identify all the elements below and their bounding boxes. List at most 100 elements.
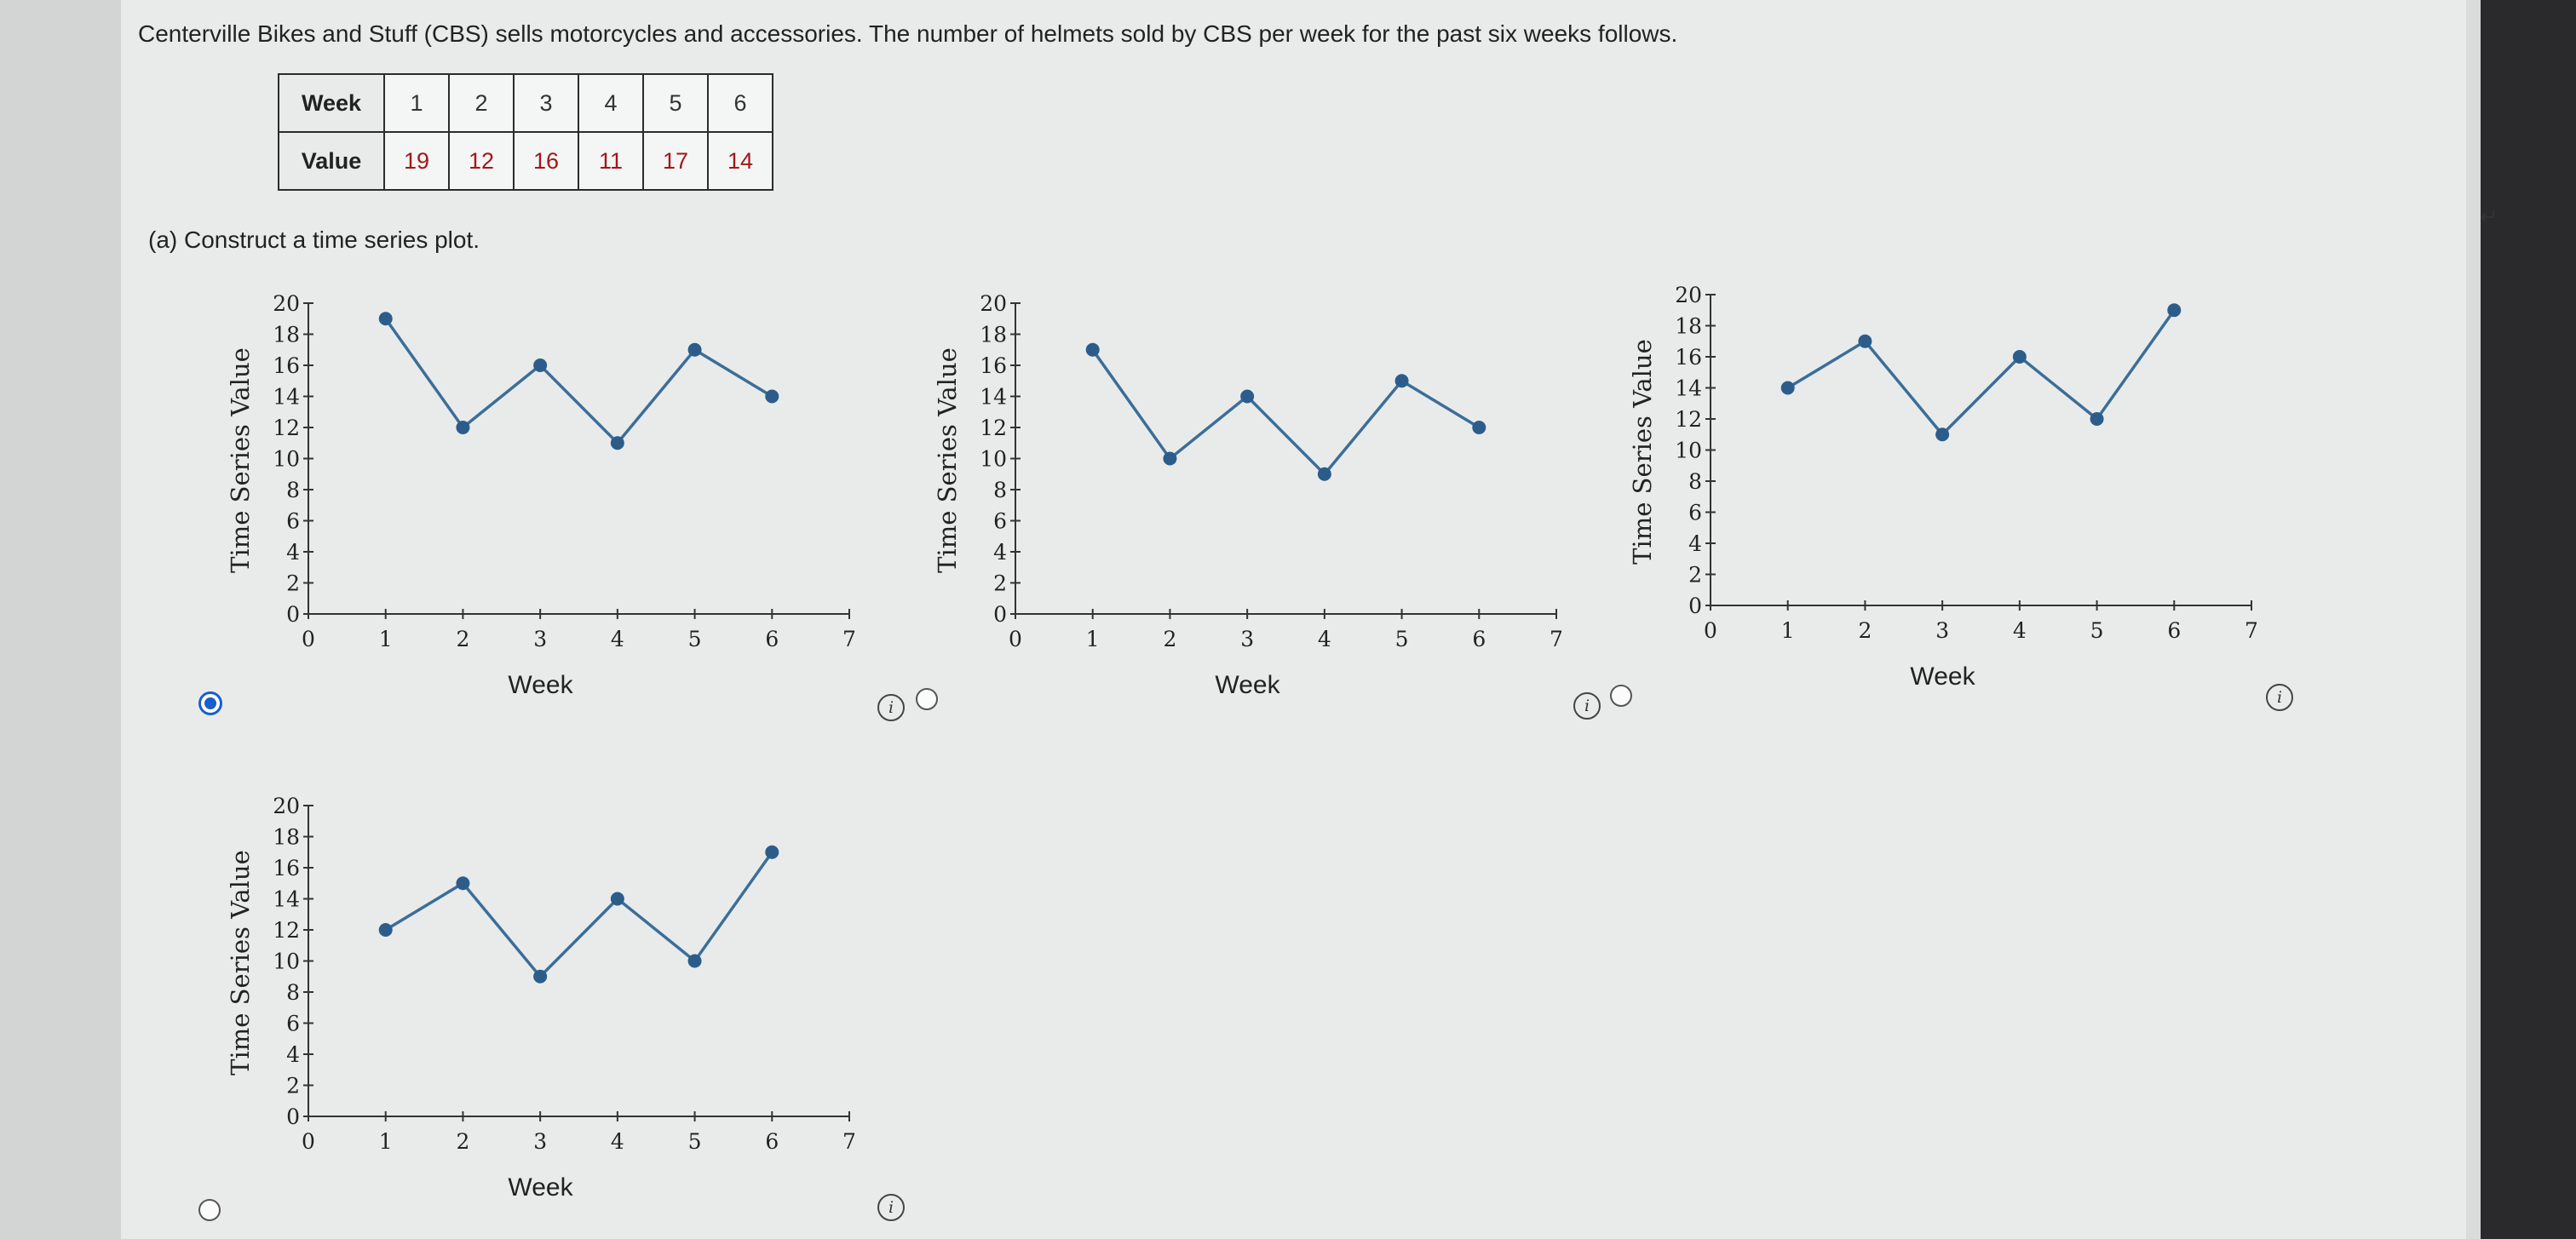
y-tick-label: 12 bbox=[273, 918, 300, 943]
x-tick-label: 6 bbox=[1472, 627, 1486, 651]
data-point bbox=[1085, 342, 1100, 357]
y-tick-label: 20 bbox=[1675, 283, 1702, 307]
data-point bbox=[610, 436, 624, 450]
question-intro: Centerville Bikes and Stuff (CBS) sells … bbox=[138, 20, 1678, 47]
answer-choice-3-radio[interactable] bbox=[1610, 685, 1632, 707]
y-tick-label: 8 bbox=[993, 478, 1007, 502]
series-line bbox=[1091, 348, 1481, 476]
answer-choice-2-radio[interactable] bbox=[916, 688, 938, 710]
data-point bbox=[1858, 334, 1872, 348]
x-tick-label: 3 bbox=[533, 627, 547, 651]
y-tick-label: 14 bbox=[273, 887, 300, 912]
y-tick-label: 10 bbox=[273, 949, 300, 974]
week-cell: 5 bbox=[642, 73, 709, 133]
data-point bbox=[2167, 303, 2182, 318]
y-tick-label: 14 bbox=[1675, 376, 1702, 401]
y-tick-label: 6 bbox=[993, 509, 1007, 534]
y-tick-label: 0 bbox=[286, 602, 300, 627]
data-point bbox=[378, 923, 393, 937]
y-tick-label: 10 bbox=[1675, 439, 1702, 463]
question-page bbox=[121, 0, 2481, 1239]
week-cell: 3 bbox=[513, 73, 579, 133]
data-point bbox=[765, 845, 779, 859]
y-tick-label: 20 bbox=[273, 794, 300, 818]
info-icon[interactable]: i bbox=[877, 1194, 905, 1221]
series-line bbox=[384, 851, 773, 978]
x-tick-label: 7 bbox=[842, 1129, 856, 1154]
x-axis-title: Week bbox=[508, 1173, 573, 1202]
value-cell: 11 bbox=[578, 131, 644, 191]
y-tick-label: 12 bbox=[980, 416, 1007, 440]
x-axis-title: Week bbox=[1215, 671, 1280, 699]
data-point bbox=[1394, 374, 1409, 388]
x-tick-label: 5 bbox=[688, 1129, 702, 1154]
x-tick-label: 7 bbox=[842, 627, 856, 651]
data-point bbox=[2012, 350, 2027, 364]
y-tick-label: 4 bbox=[993, 540, 1007, 565]
x-tick-label: 2 bbox=[1858, 618, 1872, 643]
value-header: Value bbox=[278, 131, 385, 191]
data-point bbox=[456, 421, 470, 434]
week-cell: 2 bbox=[448, 73, 515, 133]
x-tick-label: 0 bbox=[1009, 627, 1022, 651]
info-icon[interactable]: i bbox=[877, 694, 905, 721]
y-axis-title: Time Series Value bbox=[1628, 339, 1657, 565]
data-point bbox=[610, 892, 624, 906]
screen-bezel bbox=[2481, 0, 2576, 1239]
y-tick-label: 16 bbox=[980, 353, 1007, 378]
x-tick-label: 6 bbox=[765, 1129, 779, 1154]
y-tick-label: 0 bbox=[993, 602, 1007, 627]
x-tick-label: 0 bbox=[302, 627, 315, 651]
y-tick-label: 6 bbox=[286, 509, 300, 534]
y-tick-label: 16 bbox=[273, 353, 300, 378]
y-tick-label: 18 bbox=[1675, 314, 1702, 339]
data-point bbox=[2090, 412, 2104, 426]
week-header: Week bbox=[278, 73, 385, 133]
y-tick-label: 0 bbox=[286, 1104, 300, 1129]
y-tick-label: 0 bbox=[1688, 594, 1702, 618]
part-a-prompt: (a) Construct a time series plot. bbox=[148, 227, 480, 253]
y-tick-label: 12 bbox=[1675, 407, 1702, 432]
data-point bbox=[1240, 389, 1255, 404]
week-cell: 1 bbox=[383, 73, 450, 133]
week-cell: 4 bbox=[578, 73, 644, 133]
x-tick-label: 6 bbox=[2167, 618, 2181, 643]
y-tick-label: 8 bbox=[1688, 469, 1702, 494]
x-tick-label: 4 bbox=[611, 1129, 624, 1154]
x-tick-label: 0 bbox=[302, 1129, 315, 1154]
x-tick-label: 6 bbox=[765, 627, 779, 651]
answer-choice-1-radio[interactable] bbox=[198, 691, 222, 715]
x-tick-label: 4 bbox=[1318, 627, 1331, 651]
y-tick-label: 4 bbox=[286, 1042, 300, 1067]
answer-choice-4-radio[interactable] bbox=[198, 1199, 221, 1221]
helmet-sales-table: Week 1 2 3 4 5 6 Value 19 12 16 11 17 14 bbox=[278, 73, 773, 191]
y-tick-label: 2 bbox=[286, 1074, 300, 1098]
y-tick-label: 10 bbox=[980, 447, 1007, 472]
x-tick-label: 5 bbox=[688, 627, 702, 651]
value-row: Value 19 12 16 11 17 14 bbox=[278, 131, 773, 191]
y-tick-label: 12 bbox=[273, 416, 300, 440]
y-tick-label: 16 bbox=[273, 856, 300, 880]
x-axis-title: Week bbox=[1910, 663, 1975, 691]
answer-choice-plot-3: 0 2 4 6 8 10 12 14 16 18 20 0 1 2 3 4 5 6 7 Week Time Series… bbox=[1625, 261, 2273, 703]
series-line bbox=[1786, 309, 2176, 436]
info-icon[interactable]: i bbox=[1573, 692, 1601, 720]
value-cell: 14 bbox=[707, 131, 773, 191]
y-tick-label: 2 bbox=[993, 571, 1007, 596]
x-tick-label: 4 bbox=[611, 627, 624, 651]
x-tick-label: 1 bbox=[1086, 627, 1100, 651]
data-point bbox=[378, 312, 393, 326]
x-tick-label: 2 bbox=[456, 627, 469, 651]
data-point bbox=[687, 342, 702, 357]
value-cell: 17 bbox=[642, 131, 709, 191]
x-tick-label: 1 bbox=[379, 1129, 393, 1154]
series-line bbox=[384, 318, 773, 445]
data-point bbox=[1163, 451, 1177, 466]
y-tick-label: 14 bbox=[273, 385, 300, 410]
y-axis-title: Time Series Value bbox=[226, 347, 255, 573]
data-point bbox=[687, 954, 702, 968]
info-icon[interactable]: i bbox=[2266, 684, 2293, 711]
y-tick-label: 20 bbox=[980, 291, 1007, 316]
